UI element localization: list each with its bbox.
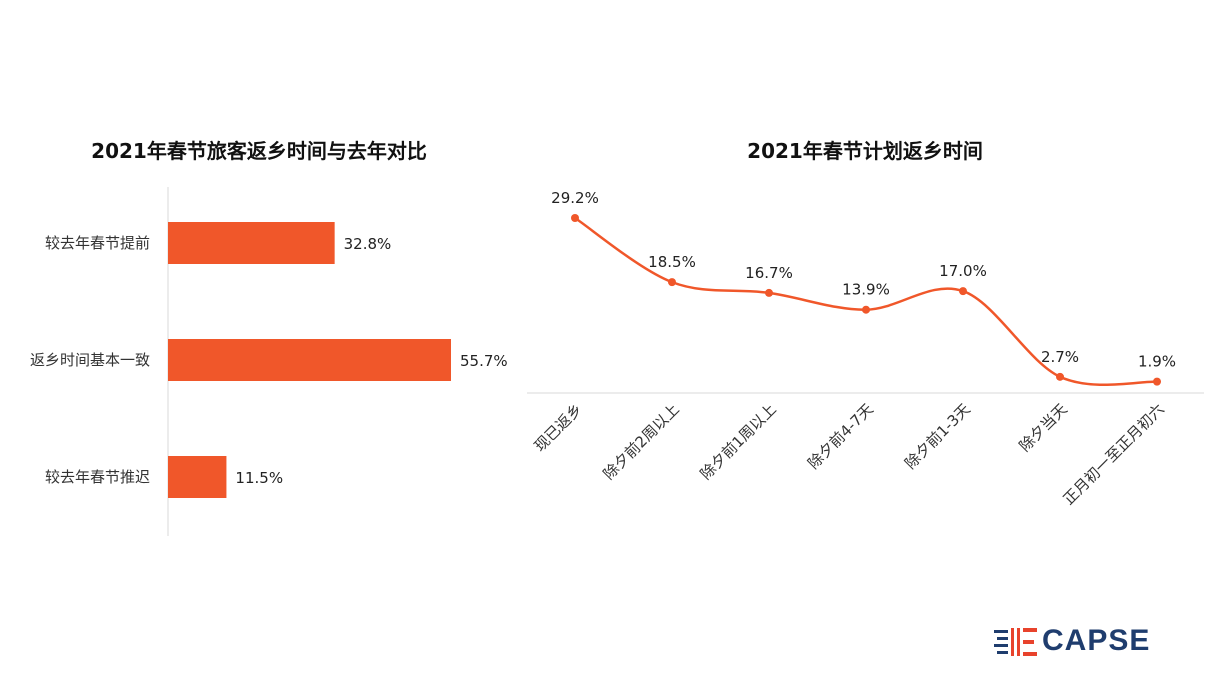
bar-chart-title: 2021年春节旅客返乡时间与去年对比: [91, 139, 427, 163]
line-point-1: [571, 214, 579, 222]
line-value-label: 13.9%: [842, 281, 890, 299]
line-category-label: 正月初一至正月初六: [1060, 400, 1168, 508]
line-chart-title: 2021年春节计划返乡时间: [747, 139, 983, 163]
bar-2: [168, 339, 451, 381]
line-point-3: [765, 288, 773, 297]
bar-category-label: 较去年春节提前: [45, 234, 150, 252]
line-point-4: [862, 305, 870, 314]
line-chart: 2021年春节计划返乡时间 29.2% 现已返乡 18.5% 除夕前2周以上 16.7%…: [527, 139, 1204, 508]
bar-value-label: 55.7%: [460, 352, 508, 370]
line-value-label: 29.2%: [551, 189, 599, 207]
line-category-label: 除夕前1-3天: [901, 400, 973, 472]
line-category-label: 除夕前2周以上: [600, 400, 683, 483]
bar-1: [168, 222, 335, 264]
bar-value-label: 32.8%: [344, 235, 392, 253]
line-point-7: [1153, 377, 1161, 386]
line-value-label: 1.9%: [1138, 353, 1176, 371]
bar-chart: 2021年春节旅客返乡时间与去年对比 较去年春节提前 32.8% 返乡时间基本一致 5…: [30, 139, 508, 536]
bar-category-label: 返乡时间基本一致: [30, 351, 150, 369]
line-category-label: 除夕前1周以上: [697, 400, 780, 483]
bar-value-label: 11.5%: [235, 469, 283, 487]
line-value-label: 2.7%: [1041, 348, 1079, 366]
line-point-2: [668, 278, 676, 287]
line-category-label: 除夕当天: [1016, 400, 1071, 455]
line-value-label: 17.0%: [939, 262, 987, 280]
logo-text: CAPSE: [1042, 624, 1151, 657]
line-category-label: 现已返乡: [531, 400, 586, 455]
bar-category-label: 较去年春节推迟: [45, 468, 150, 486]
line-point-6: [1056, 372, 1064, 381]
bar-3: [168, 456, 227, 498]
capse-logo: CAPSE: [994, 622, 1164, 662]
logo-mark-icon: [994, 628, 1037, 656]
line-category-label: 除夕前4-7天: [804, 400, 876, 472]
line-value-label: 16.7%: [745, 264, 793, 282]
line-value-label: 18.5%: [648, 253, 696, 271]
line-point-5: [959, 287, 967, 296]
